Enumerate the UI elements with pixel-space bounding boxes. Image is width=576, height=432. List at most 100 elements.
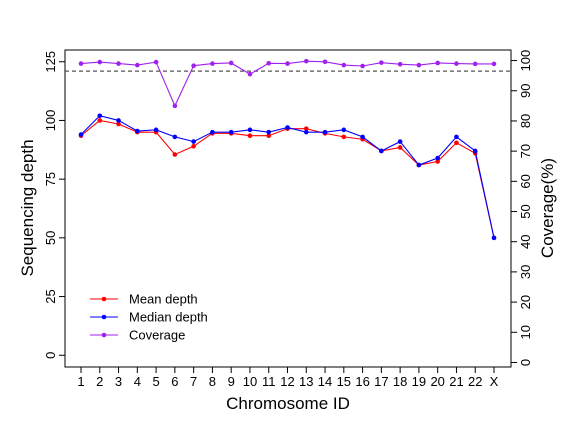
y-tick-label-left: 75 — [43, 172, 58, 186]
x-tick-label: 22 — [468, 374, 482, 389]
coverage-line — [80, 60, 494, 108]
coverage-point — [266, 60, 272, 66]
y-axis-title-left: Sequencing depth — [18, 139, 37, 276]
median-depth-point — [416, 162, 422, 168]
x-tick-label: 7 — [190, 374, 197, 389]
coverage-point — [322, 59, 328, 65]
x-tick-label: 9 — [228, 374, 235, 389]
median-depth-point — [153, 127, 159, 133]
x-tick-label: 17 — [374, 374, 388, 389]
y-tick-label-right: 50 — [518, 204, 533, 218]
x-tick-label: 18 — [393, 374, 407, 389]
mean-depth-point — [172, 152, 178, 157]
coverage-point — [491, 61, 497, 67]
coverage-point — [285, 61, 290, 66]
y-axis-left: 0 25 50 75 100 125 — [43, 51, 65, 359]
y-tick-label-right: 10 — [518, 325, 533, 339]
x-axis: 1 2 3 4 5 6 7 8 9 10 11 12 13 14 15 16 17 18 19 20 21 22 X — [77, 367, 499, 389]
x-axis-title: Chromosome ID — [226, 394, 350, 413]
mean-depth-line — [80, 119, 495, 238]
x-tick-label: 3 — [115, 374, 122, 389]
median-depth-point — [491, 235, 497, 241]
y-axis-title-right: Coverage(%) — [538, 158, 557, 258]
y-tick-label-right: 0 — [518, 359, 533, 366]
mean-depth-point — [247, 133, 253, 139]
median-depth-point — [303, 129, 309, 135]
coverage-point — [341, 62, 347, 68]
median-depth-point — [322, 129, 328, 135]
median-depth-legend-marker — [101, 314, 107, 320]
x-tick-label: 12 — [280, 374, 294, 389]
median-depth-point — [191, 139, 196, 144]
y-tick-label-right: 60 — [518, 174, 533, 188]
coverage-point — [191, 63, 196, 68]
x-tick-label: 11 — [262, 374, 276, 389]
median-depth-point — [97, 113, 103, 119]
x-tick-label: 15 — [337, 374, 351, 389]
x-tick-label: 6 — [171, 374, 178, 389]
median-depth-point — [435, 155, 440, 161]
x-tick-label: 20 — [430, 374, 444, 389]
coverage-point — [172, 103, 178, 109]
x-tick-label: 1 — [77, 374, 84, 389]
median-depth-point — [135, 128, 140, 134]
y-tick-label-left: 25 — [43, 289, 58, 303]
mean-depth-point — [303, 126, 309, 131]
y-tick-label-right: 40 — [518, 234, 533, 248]
coverage-point — [97, 59, 103, 65]
median-depth-point — [360, 134, 365, 140]
x-tick-label: 16 — [355, 374, 369, 389]
x-tick-label: 19 — [412, 374, 426, 389]
median-depth-point — [247, 127, 253, 133]
median-depth-point — [285, 125, 290, 130]
median-depth-legend-label: Median depth — [129, 310, 208, 325]
mean-depth-point — [97, 118, 103, 123]
coverage-point — [135, 62, 140, 68]
y-tick-label-right: 90 — [518, 84, 533, 98]
mean-depth-point — [435, 159, 440, 164]
median-depth-point — [228, 129, 234, 135]
coverage-legend-marker — [101, 332, 107, 338]
x-tick-label: 10 — [243, 374, 257, 389]
y-tick-label-right: 80 — [518, 114, 533, 128]
median-depth-point — [116, 118, 121, 123]
mean-depth-point — [191, 143, 196, 149]
coverage-point — [397, 61, 403, 67]
y-tick-label-right: 30 — [518, 265, 533, 279]
median-depth-line — [80, 115, 495, 238]
coverage-point — [379, 60, 384, 65]
median-depth-point — [379, 148, 384, 154]
coverage-point — [247, 71, 253, 77]
coverage-point — [303, 58, 309, 64]
y-tick-label-right: 70 — [518, 144, 533, 158]
mean-depth-point — [266, 133, 272, 139]
median-depth-point — [454, 134, 459, 140]
coverage-legend-label: Coverage — [129, 328, 185, 343]
series-layer — [78, 58, 497, 241]
median-depth-point — [78, 132, 84, 137]
x-tick-label: 2 — [96, 374, 103, 389]
mean-depth-point — [116, 121, 121, 127]
median-depth-point — [472, 148, 478, 154]
y-tick-label-left: 125 — [43, 51, 58, 73]
y-tick-label-right: 100 — [518, 50, 533, 72]
y-tick-label-left: 0 — [43, 352, 58, 359]
mean-depth-point — [397, 145, 403, 150]
legend: Mean depth Median depth Coverage — [90, 292, 208, 343]
mean-depth-legend-label: Mean depth — [129, 292, 198, 307]
x-tick-label: 4 — [134, 374, 141, 389]
y-tick-label-left: 100 — [43, 110, 58, 132]
x-tick-label: X — [490, 374, 499, 389]
coverage-point — [435, 60, 440, 66]
coverage-point — [454, 61, 459, 66]
coverage-point — [78, 61, 84, 66]
median-depth-point — [397, 139, 403, 144]
x-tick-label: 13 — [299, 374, 313, 389]
x-tick-label: 21 — [449, 374, 463, 389]
coverage-point — [228, 60, 234, 66]
mean-depth-point — [341, 134, 347, 140]
y-tick-label-right: 20 — [518, 295, 533, 309]
median-depth-point — [266, 129, 272, 135]
median-depth-point — [172, 134, 178, 140]
